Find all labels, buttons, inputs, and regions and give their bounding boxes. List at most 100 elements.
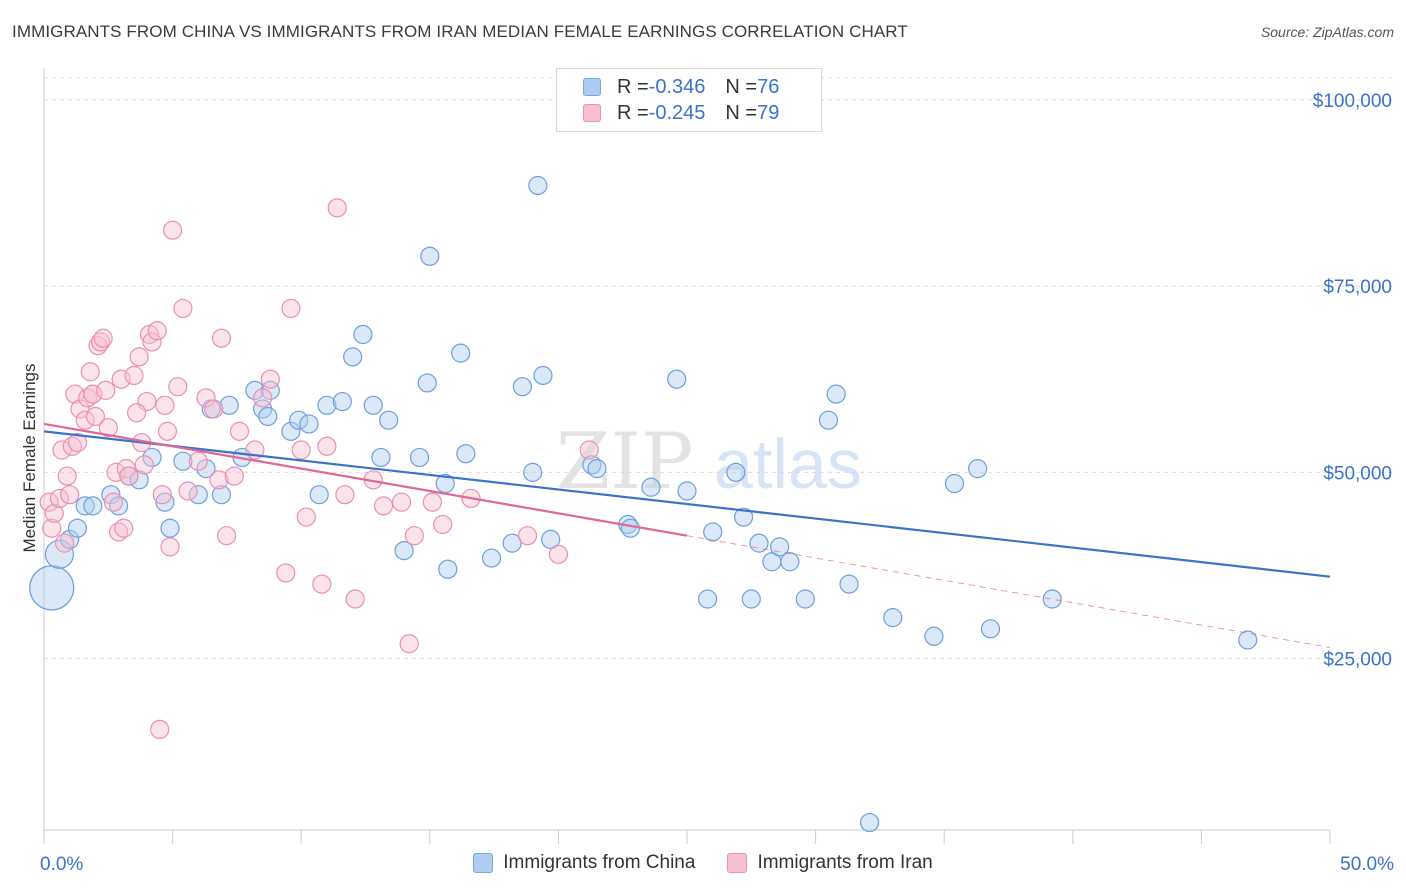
- watermark: ZIP atlas: [556, 417, 862, 507]
- iran-point: [173, 298, 193, 319]
- iran-point: [78, 388, 98, 408]
- china-point: [451, 343, 471, 363]
- iran-point: [83, 384, 103, 404]
- china-point: [353, 324, 373, 345]
- iran-point: [399, 634, 419, 654]
- china-r-label: R =: [617, 75, 649, 98]
- iran-point: [217, 526, 237, 546]
- iran-point: [108, 522, 129, 542]
- china-trend-line: [43, 430, 1331, 578]
- china-point: [726, 462, 746, 482]
- china-point: [826, 384, 846, 404]
- iran-trend-line-extension: [686, 535, 1331, 648]
- watermark-zip: ZIP: [556, 417, 694, 507]
- china-point: [733, 507, 754, 527]
- iran-point: [548, 544, 569, 564]
- china-point: [281, 421, 301, 441]
- iran-n-value: 79: [757, 101, 780, 124]
- iran-point: [160, 537, 180, 557]
- iran-point: [373, 496, 394, 516]
- iran-point: [54, 533, 75, 553]
- stats-legend: R = -0.346 N = 76 R = -0.245 N = 79: [556, 68, 822, 132]
- china-point: [641, 477, 661, 497]
- iran-point: [150, 719, 170, 740]
- iran-point: [42, 518, 62, 538]
- china-point: [75, 496, 95, 516]
- iran-point: [327, 198, 347, 218]
- iran-point: [75, 410, 95, 430]
- china-point: [541, 529, 561, 550]
- iran-point: [124, 365, 144, 386]
- y-tick-label: $100,000: [1313, 91, 1392, 112]
- tick-labels: $25,000 $50,000 $75,000 $100,000 0.0% 50.0%: [40, 91, 1394, 875]
- source-label: Source: ZipAtlas.com: [1260, 24, 1394, 40]
- iran-point: [281, 298, 301, 319]
- china-point: [142, 447, 162, 468]
- legend-item-china[interactable]: Immigrants from China: [473, 852, 695, 874]
- y-tick-label: $50,000: [1323, 463, 1392, 484]
- iran-point: [57, 466, 77, 486]
- china-point: [924, 626, 944, 646]
- iran-point: [119, 466, 139, 486]
- china-point: [219, 395, 239, 415]
- china-point: [332, 391, 352, 412]
- iran-point: [96, 380, 116, 400]
- iran-point: [80, 362, 100, 382]
- iran-point: [49, 488, 70, 509]
- china-point: [1042, 589, 1062, 609]
- iran-point: [67, 432, 88, 453]
- iran-point: [44, 503, 64, 523]
- china-point: [160, 518, 180, 538]
- china-point: [299, 414, 319, 434]
- iran-swatch: [583, 104, 601, 122]
- iran-point: [129, 347, 149, 367]
- china-point: [528, 175, 548, 196]
- china-n-label: N =: [725, 75, 758, 98]
- iran-point: [116, 459, 136, 479]
- iran-point: [70, 399, 90, 419]
- iran-point: [188, 451, 208, 471]
- iran-point: [39, 492, 59, 512]
- iran-trend-line: [43, 422, 688, 537]
- iran-point: [253, 388, 273, 408]
- china-point: [620, 518, 641, 538]
- y-axis-title: Median Female Earnings: [20, 363, 39, 553]
- stats-row-iran: R = -0.245 N = 79: [583, 100, 779, 126]
- iran-point: [517, 526, 538, 546]
- trend-lines: [43, 422, 1331, 648]
- iran-point: [291, 440, 311, 460]
- china-point: [83, 496, 103, 516]
- iran-point: [152, 485, 172, 505]
- iran-point: [224, 466, 244, 486]
- china-point: [512, 377, 532, 397]
- iran-point: [103, 492, 124, 512]
- iran-point: [134, 455, 154, 475]
- china-point: [582, 455, 602, 475]
- iran-point: [422, 492, 442, 512]
- gridlines: [44, 77, 1392, 660]
- china-point: [697, 589, 718, 609]
- china-r-value: -0.346: [648, 75, 706, 98]
- china-point: [258, 406, 278, 427]
- china-point: [980, 619, 1001, 639]
- legend-item-iran[interactable]: Immigrants from Iran: [727, 852, 933, 874]
- iran-n-label: N =: [725, 101, 758, 124]
- china-point: [289, 410, 309, 430]
- china-point: [587, 459, 607, 479]
- iran-point: [204, 399, 224, 419]
- china-point: [968, 459, 988, 479]
- china-point: [795, 589, 815, 609]
- iran-r-value: -0.245: [648, 101, 706, 124]
- china-point: [188, 485, 208, 505]
- iran-point: [126, 403, 147, 423]
- iran-point: [52, 440, 72, 460]
- axes: [43, 68, 1331, 844]
- china-point: [317, 395, 337, 415]
- legend-china-label: Immigrants from China: [503, 852, 696, 873]
- iran-point: [317, 436, 337, 456]
- china-point: [245, 380, 265, 400]
- china-point: [502, 533, 522, 553]
- legend-china-swatch: [473, 853, 494, 873]
- iran-point: [106, 462, 126, 482]
